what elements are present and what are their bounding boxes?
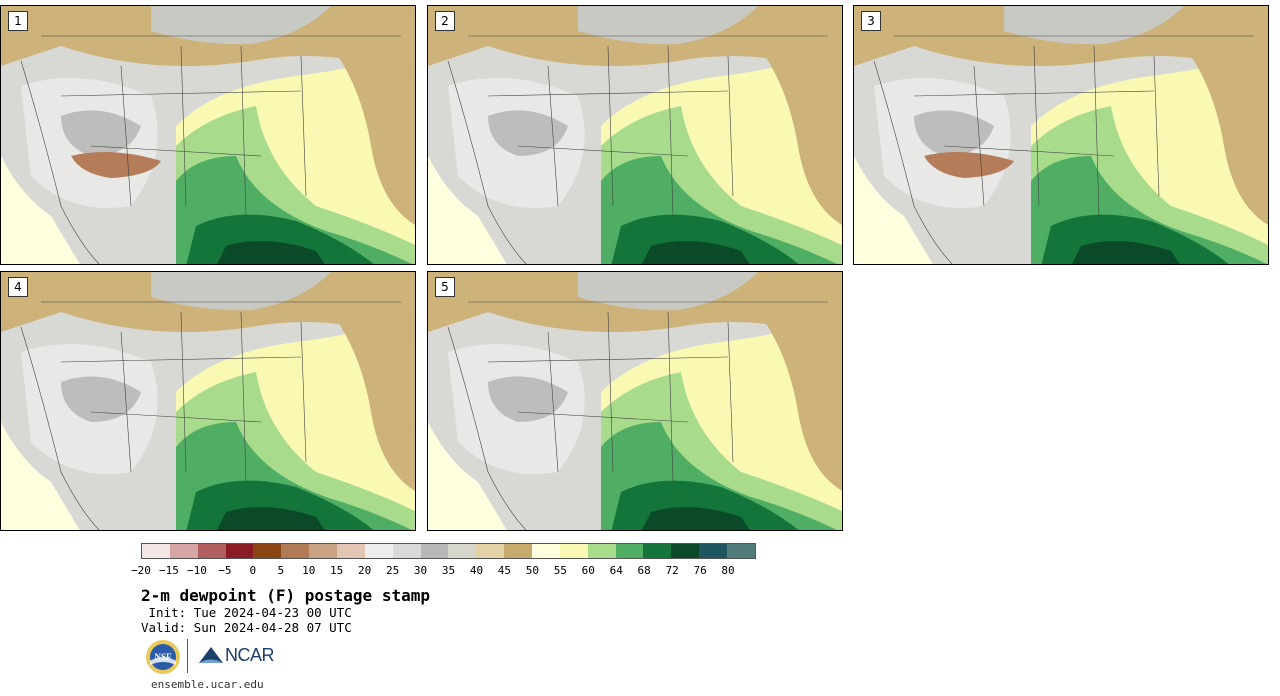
colorbar-tick-label: 15: [330, 564, 344, 577]
panel-number: 3: [861, 11, 881, 31]
colorbar-swatch: [671, 544, 700, 558]
colorbar-tick-label: 25: [385, 564, 400, 577]
colorbar-tick-label: 45: [497, 564, 512, 577]
colorbar-swatch: [253, 544, 282, 558]
nsf-logo-icon: NSF: [146, 640, 180, 674]
logo-divider: [187, 639, 188, 673]
colorbar-swatch: [309, 544, 338, 558]
colorbar-swatch: [559, 544, 588, 558]
colorbar-swatch: [699, 544, 728, 558]
map-panel-2: 2: [427, 5, 843, 265]
colorbar-tick-label: 20: [358, 564, 372, 577]
dewpoint-map: [1, 272, 415, 530]
colorbar-swatch: [337, 544, 365, 558]
colorbar-swatch: [643, 544, 672, 558]
plot-title: 2-m dewpoint (F) postage stamp: [141, 586, 430, 605]
colorbar-tick-label: −20: [131, 564, 151, 577]
colorbar: [141, 543, 756, 559]
colorbar-swatch: [448, 544, 477, 558]
colorbar-tick-label: 30: [413, 564, 428, 577]
map-panel-3: 3: [853, 5, 1269, 265]
colorbar-tick-label: −15: [159, 564, 179, 577]
colorbar-swatch: [364, 544, 393, 558]
colorbar-tick-label: 35: [441, 564, 456, 577]
dewpoint-map: [854, 6, 1268, 264]
colorbar-swatch: [420, 544, 449, 558]
colorbar-tick-label: 76: [693, 564, 707, 577]
colorbar-tick-label: 50: [525, 564, 539, 577]
colorbar-swatch: [142, 544, 170, 558]
dewpoint-map: [428, 272, 842, 530]
panel-number: 4: [8, 277, 28, 297]
init-time: Init: Tue 2024-04-23 00 UTC: [141, 605, 352, 620]
colorbar-swatch: [225, 544, 254, 558]
colorbar-tick-label: −10: [186, 564, 207, 577]
colorbar-swatch: [476, 544, 505, 558]
panel-number: 5: [435, 277, 455, 297]
colorbar-swatch: [392, 544, 421, 558]
colorbar-tick-label: −5: [218, 564, 232, 577]
colorbar-swatch: [532, 544, 560, 558]
colorbar-tick-label: 72: [665, 564, 679, 577]
colorbar-tick-label: 0: [249, 564, 257, 577]
colorbar-swatch: [587, 544, 616, 558]
map-panel-5: 5: [427, 271, 843, 531]
colorbar-swatch: [197, 544, 226, 558]
svg-text:NSF: NSF: [154, 652, 172, 662]
colorbar-tick-label: 40: [469, 564, 484, 577]
colorbar-tick-label: 60: [581, 564, 595, 577]
colorbar-swatch: [615, 544, 644, 558]
panel-number: 2: [435, 11, 455, 31]
colorbar-ticks: −20 −15 −10 −5 0 5 10 15 20 25 30 35 40 45 50 55 60 64 68 7…: [131, 564, 756, 578]
colorbar-tick-label: 10: [302, 564, 316, 577]
colorbar-tick-label: 80: [721, 564, 735, 577]
dewpoint-map: [1, 6, 415, 264]
map-panel-1: 1: [0, 5, 416, 265]
dewpoint-map: [428, 6, 842, 264]
colorbar-tick-label: 68: [637, 564, 651, 577]
colorbar-tick-label: 55: [553, 564, 567, 577]
ncar-logo-icon: [199, 647, 223, 663]
map-panel-4: 4: [0, 271, 416, 531]
colorbar-tick-label: 64: [609, 564, 623, 577]
colorbar-swatch: [504, 544, 533, 558]
colorbar-swatch: [727, 544, 755, 558]
panel-number: 1: [8, 11, 28, 31]
colorbar-tick-label: 5: [277, 564, 285, 577]
ncar-logo-text: NCAR: [225, 645, 275, 665]
colorbar-swatch: [281, 544, 310, 558]
site-url: ensemble.ucar.edu: [151, 678, 264, 691]
valid-time: Valid: Sun 2024-04-28 07 UTC: [141, 620, 352, 635]
colorbar-swatch: [169, 544, 198, 558]
